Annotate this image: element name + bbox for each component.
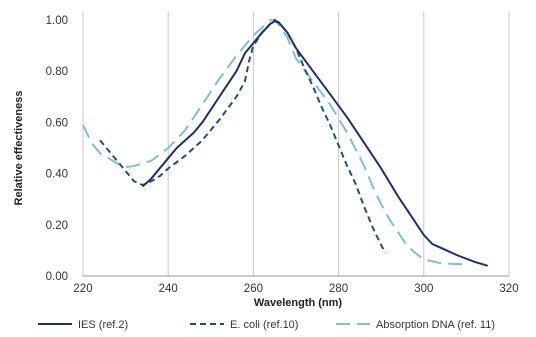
legend-label-2: E. coli (ref.10) [230, 319, 298, 331]
x-tick-label: 300 [414, 283, 433, 295]
legend: IES (ref.2) E. coli (ref.10) Absorption DN… [38, 319, 495, 331]
x-tick-label: 220 [73, 283, 92, 295]
y-axis-title: Relative effectiveness [13, 91, 25, 206]
x-tick-label: 320 [499, 283, 518, 295]
series-lines [82, 19, 488, 267]
y-tick-label: 0.80 [46, 66, 68, 78]
x-tick-label: 260 [244, 283, 263, 295]
y-tick-label: 0.00 [46, 271, 68, 283]
series-line-1 [141, 20, 488, 267]
x-tick-label: 280 [329, 283, 348, 295]
y-tick-label: 1.00 [46, 15, 68, 27]
legend-label-1: IES (ref.2) [78, 319, 128, 331]
y-tick-label: 0.20 [46, 220, 68, 232]
legend-label-3: Absorption DNA (ref. 11) [376, 319, 495, 331]
x-tick-label: 240 [159, 283, 178, 295]
x-axis-title: Wavelength (nm) [254, 297, 343, 309]
y-tick-label: 0.40 [46, 169, 68, 181]
tick-labels: 220 240 260 280 300 320 0.00 0.20 0.40 0.60 0.80 1.… [46, 15, 519, 295]
y-tick-label: 0.60 [46, 117, 68, 129]
